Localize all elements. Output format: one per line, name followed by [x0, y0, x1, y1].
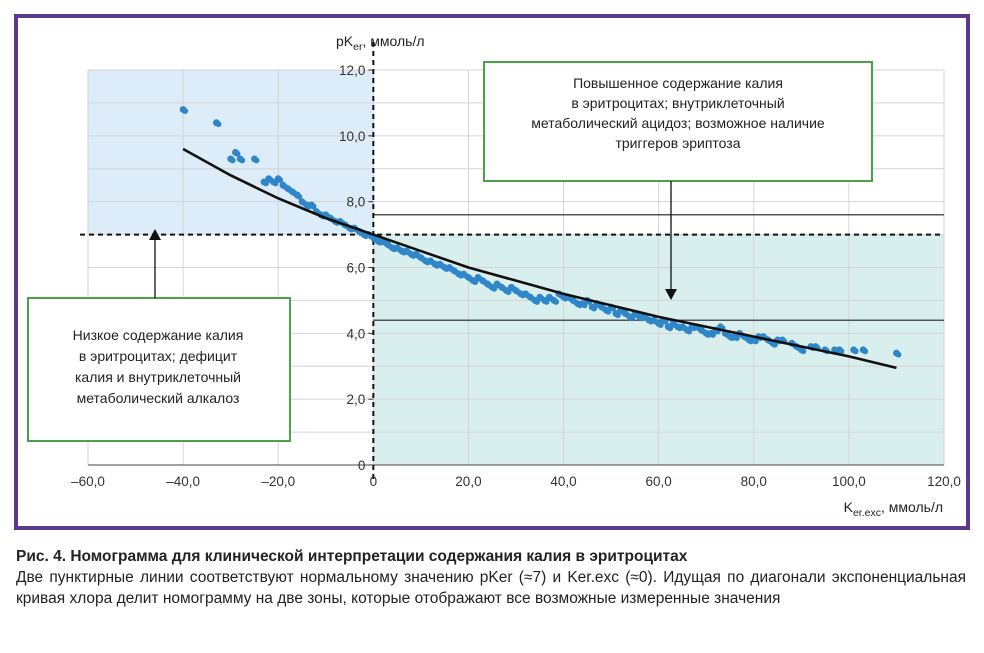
- axis-ticks: –60,0 –40,0 –20,0 0 20,0 40,0 60,0 80,0 100,0 120…: [71, 63, 961, 489]
- annotation-high-line: в эритроцитах; внутриклеточный: [571, 95, 784, 111]
- data-point: [182, 108, 189, 114]
- fit-curve: [182, 147, 897, 370]
- data-point: [272, 180, 279, 187]
- data-point: [771, 341, 778, 348]
- reference-lines: [80, 42, 944, 482]
- data-point: [491, 285, 498, 292]
- annotation-low-line: метаболический алкалоз: [77, 390, 240, 406]
- data-point: [800, 348, 807, 355]
- y-axis-title-main: pK: [336, 33, 354, 49]
- x-tick-label: 60,0: [646, 474, 672, 489]
- y-tick-label: 12,0: [339, 63, 365, 78]
- data-point: [657, 321, 664, 328]
- data-point: [895, 351, 902, 358]
- x-tick-label: 0: [370, 474, 378, 489]
- figure-caption: Рис. 4. Номограмма для клинической интер…: [16, 546, 966, 609]
- data-point: [253, 157, 260, 164]
- data-point: [534, 298, 541, 305]
- data-point: [667, 325, 674, 332]
- x-tick-label: –20,0: [261, 474, 295, 489]
- data-point: [472, 279, 479, 286]
- data-point: [229, 157, 236, 164]
- x-tick-label: 100,0: [832, 474, 866, 489]
- exponential-curve: [182, 147, 897, 370]
- data-point: [310, 203, 317, 210]
- annotation-box-low: [27, 297, 291, 442]
- x-tick-label: 40,0: [550, 474, 576, 489]
- x-axis-title-unit: , ммоль/л: [881, 499, 943, 515]
- data-point: [591, 305, 598, 312]
- annotation-box-high: [483, 61, 873, 182]
- x-tick-label: 120,0: [927, 474, 961, 489]
- y-tick-label: 6,0: [347, 261, 366, 276]
- annotation-high-line: метаболический ацидоз; возможное наличие: [531, 115, 825, 131]
- caption-title: Рис. 4. Номограмма для клинической интер…: [16, 548, 688, 565]
- data-point: [581, 302, 588, 309]
- y-axis-title-unit: , ммоль/л: [362, 33, 424, 49]
- y-tick-label: 4,0: [347, 326, 366, 341]
- data-point: [838, 348, 845, 355]
- caption-text: Две пунктирные линии соответствуют норма…: [16, 569, 966, 607]
- annotation-high-line: Повышенное содержание калия: [573, 75, 783, 91]
- x-tick-label: 80,0: [741, 474, 767, 489]
- data-point: [277, 177, 284, 184]
- x-axis-title-sub: er.exc: [853, 507, 881, 519]
- x-tick-label: –60,0: [71, 474, 105, 489]
- y-tick-label: 8,0: [347, 195, 366, 210]
- y-tick-label: 10,0: [339, 129, 365, 144]
- annotation-boxes: Повышенное содержание калия в эритроцитах…: [27, 61, 873, 442]
- nomogram-chart: –60,0 –40,0 –20,0 0 20,0 40,0 60,0 80,0 100,0 120…: [27, 33, 961, 519]
- data-point: [553, 298, 560, 305]
- data-point: [234, 150, 241, 157]
- data-point: [215, 121, 222, 128]
- data-point: [686, 328, 693, 335]
- arrow-low-head: [149, 229, 161, 240]
- data-point: [262, 180, 269, 187]
- data-point: [629, 315, 636, 322]
- data-point: [614, 312, 621, 319]
- data-point: [733, 335, 740, 342]
- x-tick-label: 20,0: [455, 474, 481, 489]
- data-point: [296, 193, 303, 200]
- data-point: [239, 157, 246, 164]
- y-axis-title-sub: er: [353, 41, 363, 53]
- zone-low: [88, 70, 374, 235]
- y-tick-label: 2,0: [347, 392, 366, 407]
- x-axis-title-main: K: [844, 499, 854, 515]
- data-point: [505, 289, 512, 296]
- data-point: [662, 318, 669, 325]
- data-point: [543, 298, 550, 305]
- x-axis-title: Ker.exc, ммоль/л: [844, 499, 943, 519]
- data-point: [605, 308, 612, 315]
- annotation-low-line: калия и внутриклеточный: [75, 369, 241, 385]
- annotation-low-line: в эритроцитах; дефицит: [79, 348, 238, 364]
- data-point: [709, 331, 716, 338]
- data-point: [862, 348, 869, 355]
- y-tick-label: 0: [358, 458, 366, 473]
- x-tick-label: –40,0: [166, 474, 200, 489]
- y-axis-title: pKer, ммоль/л: [336, 33, 425, 53]
- data-point: [852, 348, 859, 355]
- data-point: [752, 338, 759, 345]
- arrow-high-head: [665, 289, 677, 300]
- annotation-low-line: Низкое содержание калия: [73, 327, 244, 343]
- annotation-high-line: триггеров эриптоза: [615, 135, 740, 151]
